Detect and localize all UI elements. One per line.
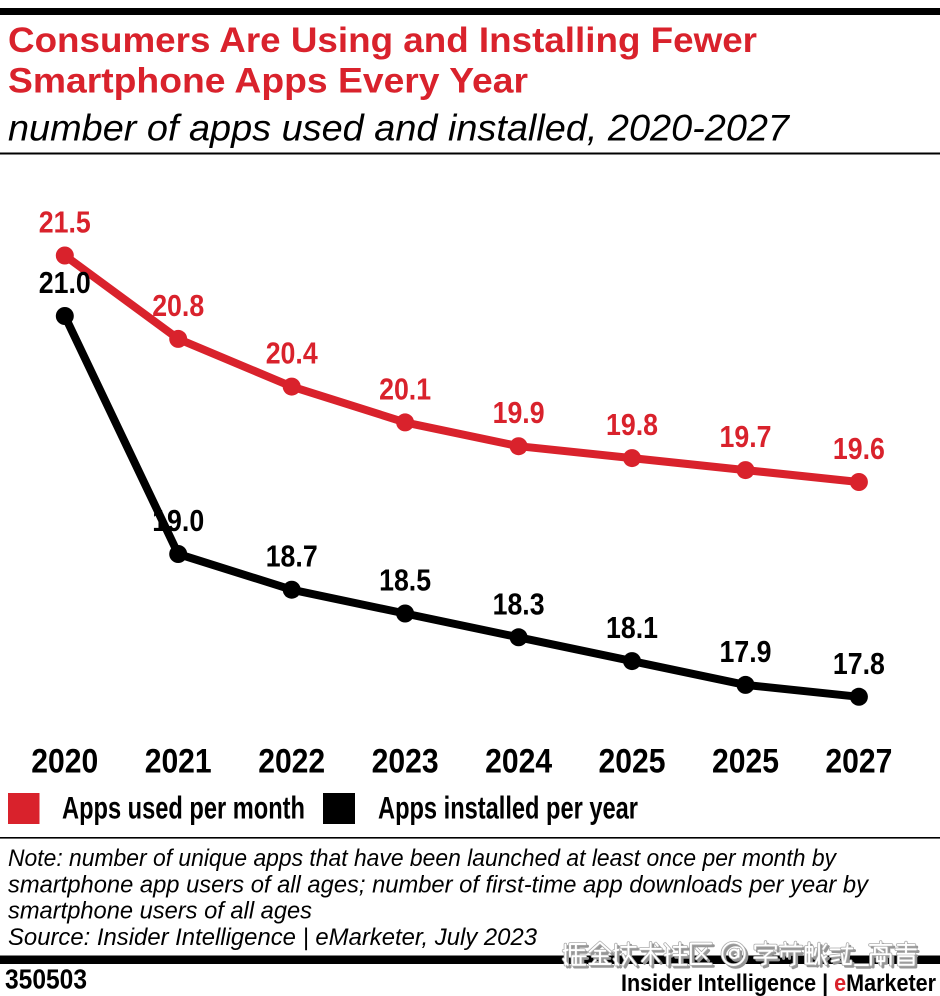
svg-text:19.6: 19.6: [833, 431, 885, 466]
svg-text:19.0: 19.0: [152, 503, 204, 538]
svg-text:18.7: 18.7: [266, 539, 318, 574]
svg-text:Apps installed per year: Apps installed per year: [378, 790, 638, 826]
svg-text:17.8: 17.8: [833, 646, 885, 681]
svg-text:20.4: 20.4: [266, 336, 318, 371]
svg-text:18.3: 18.3: [493, 586, 545, 621]
svg-text:18.1: 18.1: [606, 610, 658, 645]
svg-text:2025: 2025: [712, 743, 779, 781]
svg-text:19.7: 19.7: [720, 419, 772, 454]
svg-text:Source: Insider Intelligence |: Source: Insider Intelligence | eMarketer…: [8, 924, 538, 951]
svg-text:18.5: 18.5: [379, 563, 431, 598]
svg-text:20.8: 20.8: [152, 288, 204, 323]
svg-text:19.9: 19.9: [493, 395, 545, 430]
svg-text:Note: number of unique apps th: Note: number of unique apps that have be…: [8, 845, 838, 872]
svg-text:Smartphone Apps Every Year: Smartphone Apps Every Year: [8, 61, 528, 100]
svg-text:2023: 2023: [372, 743, 439, 781]
svg-text:smartphone app users of all ag: smartphone app users of all ages; number…: [8, 871, 870, 898]
svg-text:2020: 2020: [31, 743, 98, 781]
svg-text:Apps used per month: Apps used per month: [62, 790, 305, 826]
svg-text:21.0: 21.0: [39, 265, 91, 300]
svg-text:2022: 2022: [258, 743, 325, 781]
svg-text:Consumers Are Using and Instal: Consumers Are Using and Installing Fewer: [8, 21, 757, 60]
svg-text:2021: 2021: [145, 743, 212, 781]
svg-text:19.8: 19.8: [606, 407, 658, 442]
svg-text:350503: 350503: [5, 964, 87, 995]
svg-text:Insider Intelligence | eMarket: Insider Intelligence | eMarketer: [621, 971, 936, 996]
svg-text:17.9: 17.9: [720, 634, 772, 669]
svg-text:2024: 2024: [485, 743, 552, 781]
svg-text:2027: 2027: [825, 743, 892, 781]
svg-text:21.5: 21.5: [39, 205, 91, 240]
svg-text:smartphone users of all ages: smartphone users of all ages: [8, 898, 312, 925]
svg-text:2025: 2025: [599, 743, 666, 781]
svg-text:20.1: 20.1: [379, 371, 431, 406]
svg-text:number of apps used and instal: number of apps used and installed, 2020-…: [8, 107, 790, 148]
